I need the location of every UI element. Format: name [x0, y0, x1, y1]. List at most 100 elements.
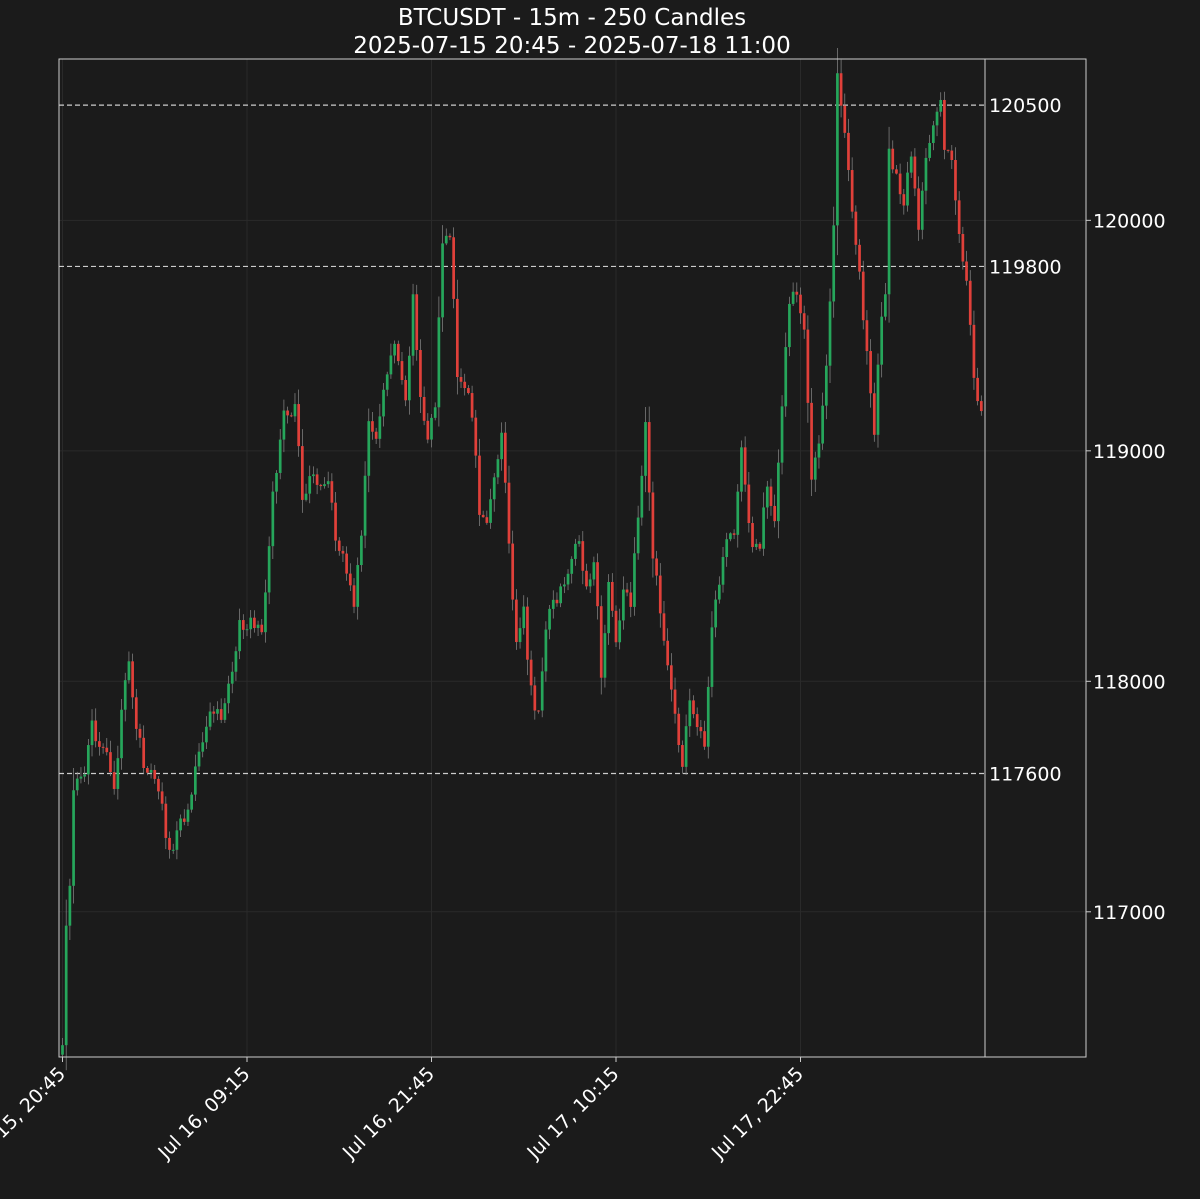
price-levels: 120500 119800 117600	[59, 95, 1062, 786]
candle-down	[157, 778, 160, 792]
candles	[61, 48, 983, 1071]
candle-up	[592, 562, 596, 580]
candle-up	[684, 726, 688, 767]
candle-down	[94, 720, 98, 742]
candle-up	[385, 374, 389, 390]
y-tick-label: 120000	[1093, 210, 1166, 232]
candle-up	[489, 499, 492, 523]
candle-down	[799, 294, 802, 314]
candle-down	[341, 550, 345, 554]
candle-down	[319, 484, 323, 487]
candle-down	[485, 517, 489, 523]
candle-up	[828, 301, 832, 366]
candle-up	[688, 700, 692, 727]
candle-down	[773, 505, 777, 522]
candle-down	[802, 313, 806, 330]
candle-up	[939, 99, 943, 112]
candle-down	[98, 741, 101, 747]
candle-up	[784, 347, 788, 407]
candle-up	[909, 156, 913, 173]
candle-down	[902, 194, 906, 206]
candle-down	[478, 455, 481, 515]
axes	[58, 58, 1087, 1058]
candle-down	[965, 261, 968, 281]
candle-down	[751, 523, 754, 548]
candle-up	[496, 459, 500, 478]
candle-up	[780, 406, 784, 463]
candle-up	[83, 774, 86, 777]
candle-up	[588, 579, 592, 587]
candle-up	[618, 620, 622, 643]
candle-up	[208, 711, 212, 727]
candle-up	[175, 830, 179, 850]
candle-up	[90, 720, 94, 746]
candle-down	[957, 200, 961, 234]
candle-up	[832, 225, 836, 302]
candle-up	[931, 125, 935, 144]
candle-up	[278, 439, 282, 473]
candle-down	[699, 727, 703, 732]
candle-down	[153, 769, 157, 779]
candle-down	[946, 149, 950, 151]
candle-up	[717, 584, 721, 600]
candle-down	[286, 410, 289, 416]
candle-up	[190, 794, 193, 810]
candle-down	[142, 737, 146, 768]
candle-down	[610, 581, 614, 611]
candle-down	[976, 377, 979, 402]
candle-down	[599, 606, 603, 678]
candle-down	[662, 613, 666, 641]
candle-up	[75, 778, 79, 791]
candle-down	[297, 404, 301, 447]
candle-down	[455, 298, 459, 378]
candle-down	[474, 417, 478, 456]
candle-up	[777, 462, 780, 522]
candle-down	[374, 431, 378, 439]
candle-down	[452, 237, 455, 299]
candle-up	[264, 592, 267, 633]
candle-down	[614, 610, 618, 643]
candle-up	[234, 651, 238, 672]
candle-down	[400, 361, 404, 381]
candle-up	[61, 1045, 64, 1055]
candle-up	[171, 849, 175, 851]
candle-down	[651, 492, 655, 559]
candle-up	[441, 243, 444, 318]
candle-down	[585, 570, 588, 587]
candle-down	[695, 714, 699, 728]
candle-up	[721, 556, 725, 585]
candle-up	[876, 364, 880, 435]
candle-up	[817, 443, 821, 458]
candle-up	[86, 745, 90, 775]
candle-down	[481, 514, 485, 518]
candle-up	[836, 73, 839, 226]
candle-down	[459, 377, 463, 382]
candle-down	[533, 685, 537, 711]
candle-down	[596, 562, 599, 607]
candle-up	[522, 606, 526, 629]
candle-up	[791, 291, 795, 304]
candle-down	[511, 543, 515, 600]
candle-down	[858, 244, 861, 272]
candle-down	[555, 599, 559, 604]
candle-up	[293, 404, 297, 417]
candle-down	[131, 661, 134, 698]
candle-up	[267, 546, 271, 593]
candle-up	[430, 417, 433, 440]
candle-up	[378, 416, 382, 439]
candle-down	[732, 533, 736, 535]
candle-down	[109, 752, 112, 773]
candle-down	[537, 710, 540, 712]
candle-up	[68, 885, 72, 926]
candle-up	[706, 686, 710, 747]
candle-down	[703, 731, 706, 747]
candle-up	[433, 407, 437, 418]
candle-up	[636, 517, 640, 554]
candle-down	[348, 573, 352, 586]
candle-down	[961, 233, 965, 262]
candle-up	[408, 355, 411, 401]
candle-down	[758, 543, 762, 549]
y-axis-ticks: 117000 118000 119000 120000	[1086, 210, 1166, 924]
